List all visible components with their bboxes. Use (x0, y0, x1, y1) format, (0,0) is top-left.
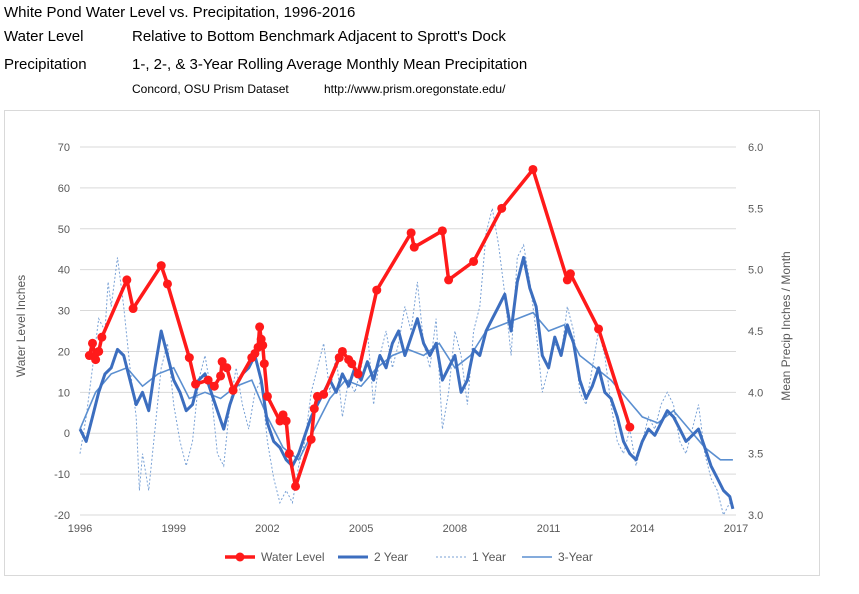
source-text: Concord, OSU Prism Dataset (132, 82, 289, 96)
y-tick-label: -10 (54, 469, 70, 481)
water-level-point (191, 379, 201, 389)
y-tick-label: 30 (58, 306, 70, 318)
y2-tick-label: 4.0 (748, 387, 763, 399)
water-level-point (306, 434, 316, 444)
water-level-point (528, 164, 538, 174)
water-level-point (281, 416, 291, 426)
gridlines (80, 146, 736, 516)
x-tick-label: 1999 (161, 523, 185, 535)
y2-tick-label: 6.0 (748, 142, 763, 154)
water-level-point (469, 256, 479, 266)
y-tick-label: 0 (64, 428, 70, 440)
y-tick-label: -20 (54, 510, 70, 522)
legend-label-1-year: 1 Year (472, 550, 506, 564)
water-level-point (262, 391, 272, 401)
water-level-point (184, 353, 194, 363)
x-tick-label: 2011 (537, 523, 561, 535)
water-level-point (309, 404, 319, 414)
water-level-point (94, 346, 104, 356)
chart-frame (4, 110, 820, 576)
water-level-point (625, 422, 635, 432)
y-tick-label: 60 (58, 183, 70, 195)
series-line-2-year (78, 255, 735, 510)
y2-tick-label: 5.0 (748, 265, 763, 277)
water-level-point (347, 359, 357, 369)
water-level-point (156, 261, 166, 271)
water-level-point (97, 332, 107, 342)
y2-tick-label: 4.5 (748, 326, 763, 338)
x-tick-label: 1996 (68, 523, 92, 535)
water-level-point (497, 203, 507, 213)
water-level-point (258, 340, 268, 350)
y-axis-label: Water Level Inches (14, 275, 28, 377)
water-level-point (594, 324, 604, 334)
y2-tick-label: 3.5 (748, 449, 763, 461)
legend-label-3-year: 3-Year (558, 550, 593, 564)
water-level-label: Water Level (4, 28, 84, 45)
water-level-point (228, 385, 238, 395)
y2-axis-label: Mean Precip Inches / Month (779, 251, 793, 400)
y2-tick-label: 5.5 (748, 203, 763, 215)
water-level-point (284, 449, 294, 459)
water-level-description: Relative to Bottom Benchmark Adjacent to… (132, 28, 506, 45)
series-layer (78, 164, 735, 517)
y-tick-label: 20 (58, 346, 70, 358)
legend-marker-water-level (235, 552, 245, 562)
series-line-water-level (87, 167, 632, 489)
y-tick-label: 50 (58, 224, 70, 236)
y-tick-label: 40 (58, 265, 70, 277)
water-level-point (259, 359, 269, 369)
legend-label-2-year: 2 Year (374, 550, 408, 564)
water-level-point (337, 346, 347, 356)
water-level-point (565, 269, 575, 279)
water-level-point (128, 304, 138, 314)
water-level-point (216, 371, 226, 381)
x-tick-label: 2008 (443, 523, 467, 535)
series-line-1-year (79, 208, 731, 517)
y-tick-label: 70 (58, 142, 70, 154)
x-tick-label: 2017 (724, 523, 748, 535)
source-url: http://www.prism.oregonstate.edu/ (324, 82, 506, 96)
water-level-point (162, 279, 172, 289)
legend-label-water-level: Water Level (261, 550, 325, 564)
chart-title: White Pond Water Level vs. Precipitation… (4, 4, 356, 21)
water-level-point (217, 357, 227, 367)
y-tick-label: 10 (58, 387, 70, 399)
water-level-point (122, 275, 132, 285)
tick-labels: -20 -10 0 10 20 30 40 50 60 70 3.0 3.5 4.0 4.5 5.0 5.5 6… (54, 142, 763, 535)
water-level-point (406, 228, 416, 238)
water-level-point (353, 369, 363, 379)
water-level-point (209, 381, 219, 391)
water-level-point (437, 226, 447, 236)
precipitation-label: Precipitation (4, 56, 87, 73)
legend: Water Level 2 Year 1 Year 3-Year (225, 550, 593, 564)
water-level-point (91, 355, 101, 365)
water-level-point (203, 375, 213, 385)
y2-tick-label: 3.0 (748, 510, 763, 522)
water-level-point (409, 242, 419, 252)
x-tick-label: 2002 (255, 523, 279, 535)
x-tick-label: 2014 (630, 523, 654, 535)
water-level-point (222, 363, 232, 373)
water-level-point (372, 285, 382, 295)
water-level-point (444, 275, 454, 285)
water-level-point (291, 481, 301, 491)
water-level-point (319, 389, 329, 399)
x-tick-label: 2005 (349, 523, 373, 535)
water-level-point (87, 338, 97, 348)
precipitation-description: 1-, 2-, & 3-Year Rolling Average Monthly… (132, 56, 528, 73)
water-level-point (255, 322, 265, 332)
